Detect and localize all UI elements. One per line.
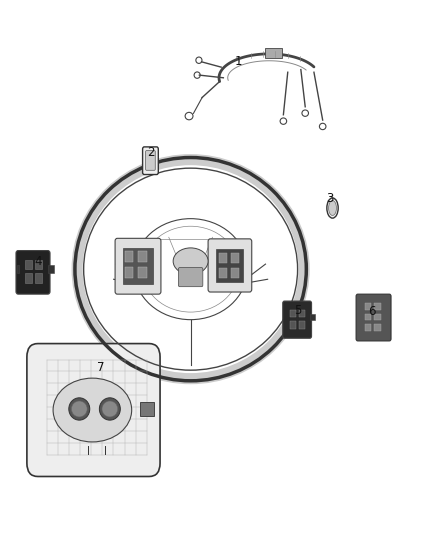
Text: 3: 3 [327, 192, 334, 205]
Bar [219, 253, 227, 263]
Bar [141, 401, 154, 416]
Bar [265, 48, 283, 58]
Bar [299, 321, 305, 329]
Bar [374, 303, 381, 310]
Bar [374, 325, 381, 331]
Bar [35, 273, 42, 283]
Bar [310, 314, 315, 320]
FancyBboxPatch shape [283, 301, 311, 338]
Bar [231, 253, 239, 263]
Text: 1: 1 [235, 55, 242, 68]
Bar [374, 314, 381, 320]
Text: 6: 6 [368, 305, 375, 318]
Bar [125, 267, 134, 278]
Bar [290, 321, 296, 329]
Bar [17, 265, 19, 273]
FancyBboxPatch shape [115, 238, 161, 294]
Ellipse shape [327, 198, 338, 218]
Text: 7: 7 [97, 361, 105, 374]
FancyBboxPatch shape [356, 294, 391, 341]
Bar [25, 260, 32, 269]
Bar [138, 267, 147, 278]
Bar [365, 314, 371, 320]
Bar [215, 249, 243, 282]
Bar [35, 260, 42, 269]
Ellipse shape [69, 398, 90, 420]
Bar [219, 268, 227, 278]
Ellipse shape [173, 248, 208, 274]
FancyBboxPatch shape [143, 147, 158, 174]
Bar [48, 265, 54, 273]
Ellipse shape [99, 398, 120, 420]
FancyBboxPatch shape [146, 151, 155, 170]
Ellipse shape [102, 401, 118, 417]
FancyBboxPatch shape [208, 239, 252, 292]
Bar [365, 303, 371, 310]
Ellipse shape [328, 200, 336, 215]
Bar [290, 310, 296, 317]
Text: 4: 4 [34, 255, 42, 268]
FancyBboxPatch shape [178, 268, 203, 287]
Ellipse shape [71, 401, 87, 417]
Text: 2: 2 [148, 146, 155, 159]
Bar [25, 273, 32, 283]
FancyBboxPatch shape [16, 251, 50, 294]
Bar [231, 268, 239, 278]
Bar [299, 310, 305, 317]
Text: 5: 5 [294, 304, 301, 317]
Bar [138, 251, 147, 262]
Bar [125, 251, 134, 262]
Bar [365, 325, 371, 331]
Bar [123, 248, 152, 284]
Ellipse shape [53, 378, 132, 442]
FancyBboxPatch shape [27, 344, 160, 477]
